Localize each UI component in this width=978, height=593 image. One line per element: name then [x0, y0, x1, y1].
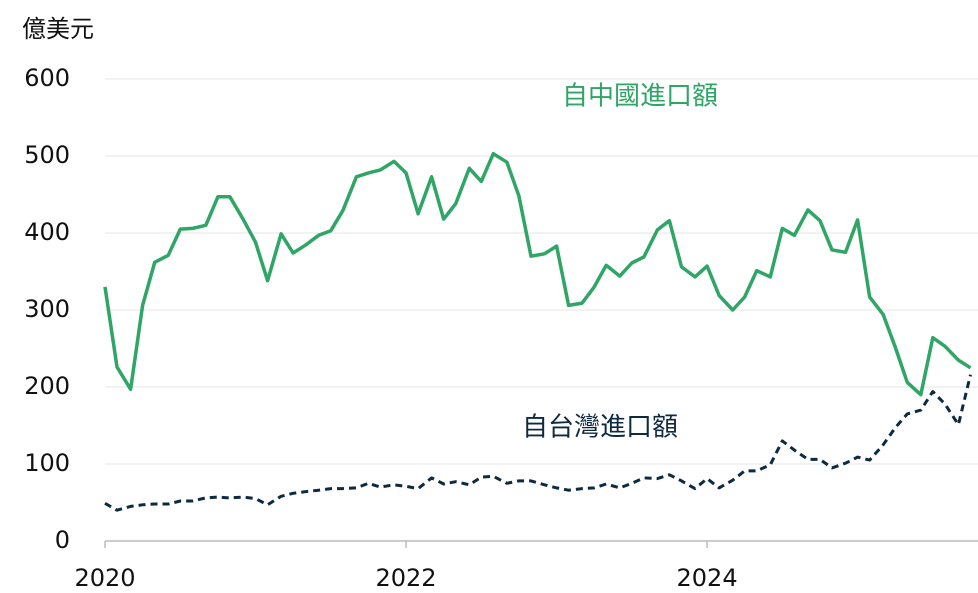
series-label: 自中國進口額: [562, 82, 718, 112]
y-axis-unit: 億美元: [22, 15, 94, 43]
x-tick-label: 2024: [677, 564, 738, 592]
y-tick-label: 600: [24, 64, 70, 92]
y-tick-label: 0: [55, 526, 70, 554]
series-line: [103, 151, 972, 397]
x-tick-label: 2022: [375, 564, 436, 592]
y-tick-label: 300: [24, 295, 70, 323]
y-tick-label: 200: [24, 372, 70, 400]
series-label: 自台灣進口額: [522, 413, 678, 443]
y-tick-label: 400: [24, 218, 70, 246]
y-tick-label: 100: [24, 449, 70, 477]
series-line: [104, 374, 972, 512]
x-tick-label: 2020: [74, 564, 135, 592]
y-tick-label: 500: [24, 141, 70, 169]
